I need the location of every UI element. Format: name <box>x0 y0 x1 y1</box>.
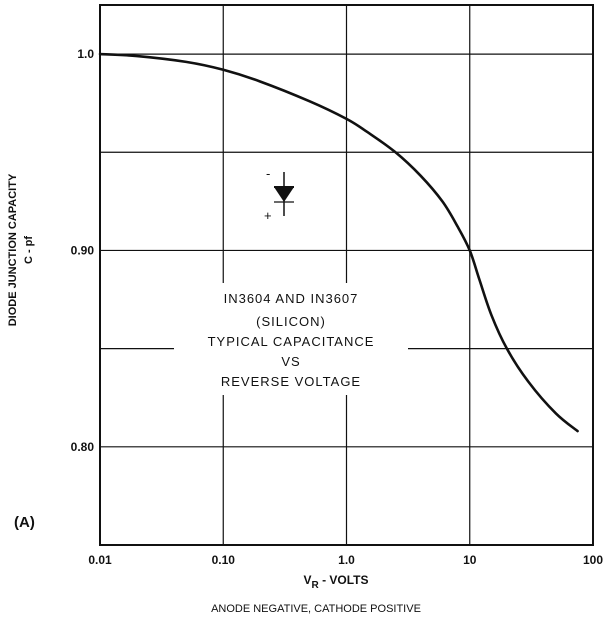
annotation-line: REVERSE VOLTAGE <box>221 374 361 389</box>
x-axis-label-main: V <box>303 573 311 587</box>
x-tick-label: 1.0 <box>338 553 355 567</box>
annotation: IN3604 AND IN3607 (SILICON) TYPICAL CAPACI… <box>208 291 375 389</box>
x-axis-label: VR - VOLTS <box>303 573 368 591</box>
x-tick-label: 0.10 <box>212 553 236 567</box>
diode-plus-sign: + <box>264 208 272 223</box>
x-tick-labels: 0.01 0.10 1.0 10 100 <box>88 553 603 567</box>
panel-label: (A) <box>14 514 35 531</box>
y-tick-labels: 0.80 0.90 1.0 <box>71 47 95 454</box>
y-tick-label: 1.0 <box>77 47 94 61</box>
x-tick-label: 0.01 <box>88 553 112 567</box>
y-tick-label: 0.80 <box>71 440 95 454</box>
x-tick-label: 100 <box>583 553 603 567</box>
annotation-background <box>174 283 408 395</box>
plot-frame <box>99 4 594 546</box>
annotation-line: TYPICAL CAPACITANCE <box>208 334 375 349</box>
annotation-line: (SILICON) <box>256 314 326 329</box>
x-tick-label: 10 <box>463 553 477 567</box>
y-tick-label: 0.90 <box>71 243 95 257</box>
x-axis-secondary-label: ANODE NEGATIVE, CATHODE POSITIVE <box>211 603 421 615</box>
annotation-line: VS <box>281 354 300 369</box>
annotation-line: IN3604 AND IN3607 <box>224 291 359 306</box>
y-axis-label-line2: C - pf <box>23 236 35 264</box>
grid <box>99 5 594 545</box>
diode-symbol-icon <box>274 172 294 216</box>
x-axis-label-subscript: R <box>312 580 320 591</box>
y-axis-label-line1: DIODE JUNCTION CAPACITY <box>7 173 19 326</box>
series-line <box>98 52 579 433</box>
diode-minus-sign: - <box>266 166 270 181</box>
x-axis-label-rest: - VOLTS <box>319 573 369 587</box>
